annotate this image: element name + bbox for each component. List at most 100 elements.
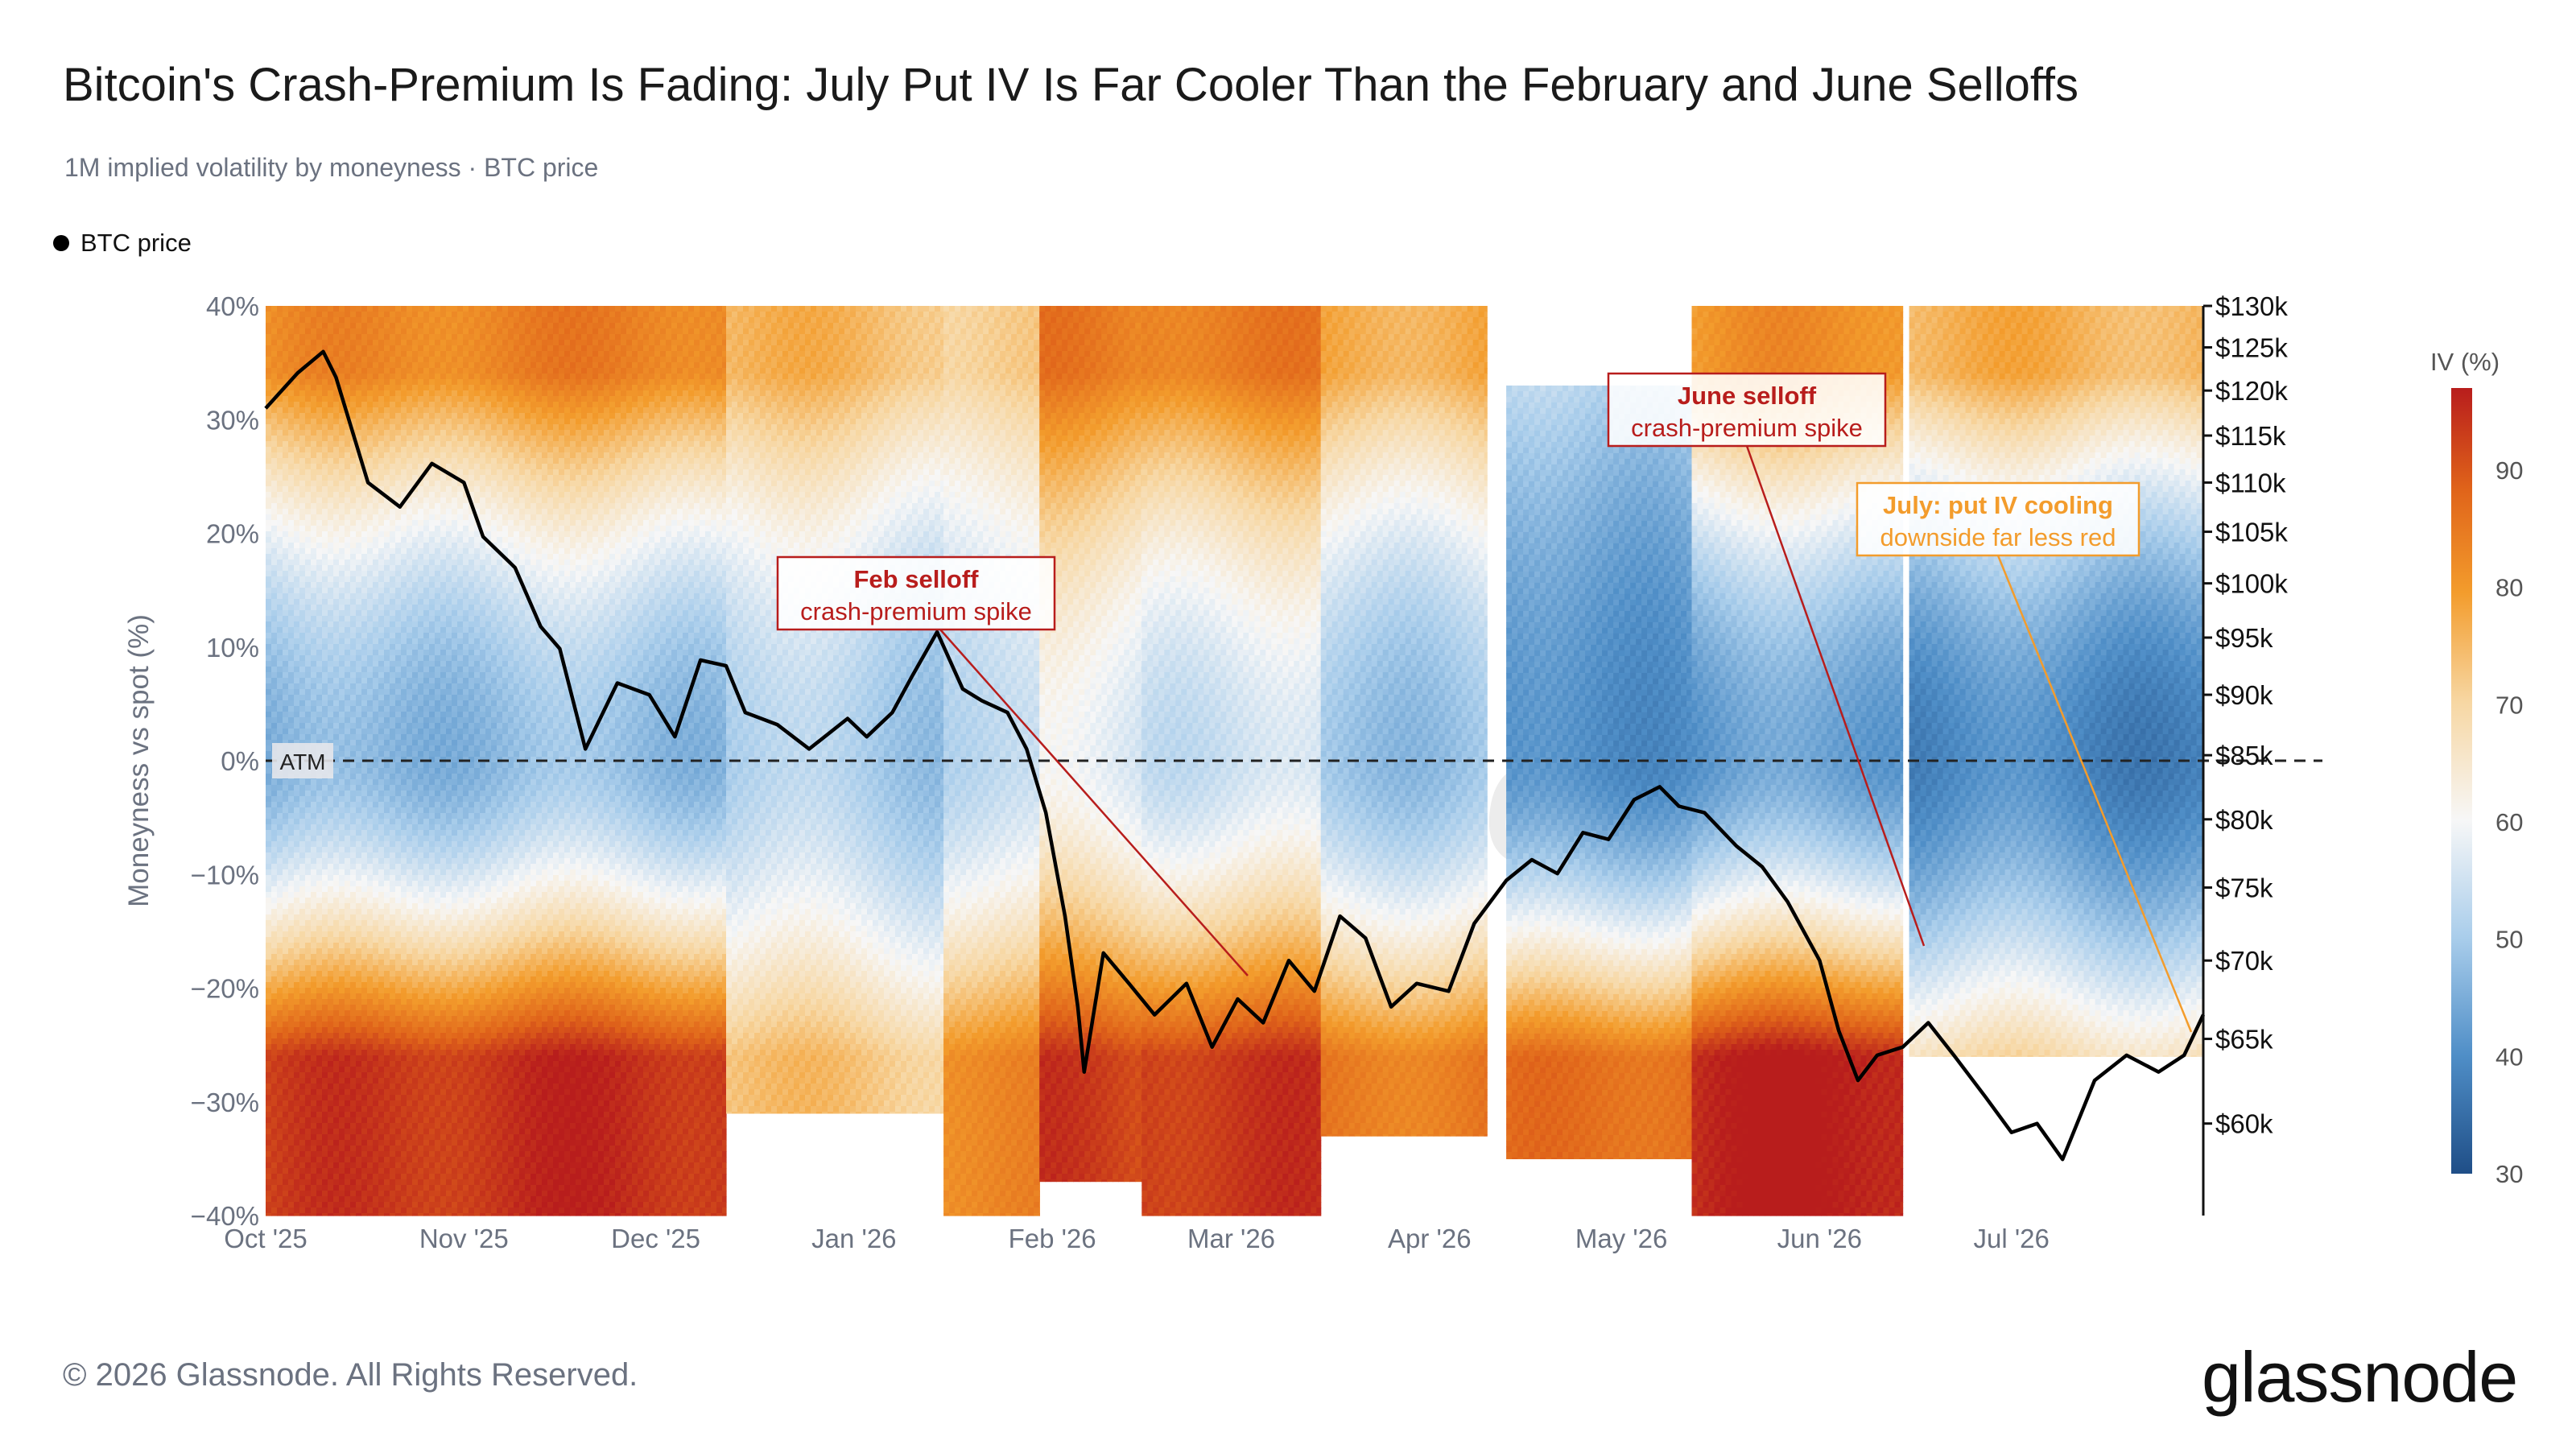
heatmap-cell	[294, 345, 300, 352]
heatmap-cell	[271, 881, 278, 887]
heatmap-cell	[328, 1050, 334, 1056]
heatmap-cell	[322, 1022, 328, 1028]
heatmap-cell	[277, 1140, 283, 1146]
heatmap-cell	[271, 1146, 278, 1152]
heatmap-cell	[316, 1129, 323, 1135]
heatmap-cell	[288, 689, 295, 696]
heatmap-cell	[266, 503, 272, 510]
heatmap-cell	[316, 514, 323, 521]
heatmap-cell	[316, 734, 323, 741]
heatmap-cell	[299, 1129, 306, 1135]
heatmap-cell	[316, 1213, 323, 1216]
heatmap-cell	[299, 852, 306, 859]
heatmap-cell	[299, 638, 306, 645]
heatmap-cell	[288, 1168, 295, 1174]
heatmap-cell	[316, 312, 323, 318]
heatmap-cell	[288, 785, 295, 791]
heatmap-cell	[266, 638, 272, 645]
heatmap-cell	[333, 1027, 340, 1034]
heatmap-cell	[311, 1174, 317, 1180]
heatmap-cell	[311, 847, 317, 853]
heatmap-cell	[288, 1016, 295, 1022]
heatmap-cell	[288, 852, 295, 859]
heatmap-cell	[299, 779, 306, 786]
heatmap-cell	[277, 672, 283, 679]
heatmap-cell	[322, 1100, 328, 1107]
heatmap-cell	[283, 452, 289, 459]
heatmap-cell	[266, 830, 272, 836]
heatmap-cell	[333, 1078, 340, 1084]
heatmap-cell	[333, 571, 340, 577]
heatmap-cell	[311, 1117, 317, 1124]
heatmap-cell	[266, 745, 272, 752]
heatmap-cell	[294, 1112, 300, 1118]
heatmap-cell	[299, 582, 306, 588]
heatmap-cell	[294, 469, 300, 476]
heatmap-cell	[316, 481, 323, 487]
heatmap-cell	[339, 368, 345, 374]
heatmap-cell	[294, 982, 300, 989]
heatmap-cell	[305, 458, 312, 464]
heatmap-cell	[288, 1213, 295, 1216]
heatmap-cell	[283, 436, 289, 442]
heatmap-cell	[322, 1157, 328, 1163]
heatmap-cell	[322, 655, 328, 662]
heatmap-cell	[322, 328, 328, 335]
heatmap-cell	[305, 819, 312, 825]
heatmap-cell	[299, 1140, 306, 1146]
heatmap-cell	[266, 881, 272, 887]
heatmap-cell	[305, 306, 312, 312]
heatmap-cell	[339, 323, 345, 329]
heatmap-cell	[339, 340, 345, 346]
heatmap-cell	[271, 1185, 278, 1191]
heatmap-cell	[266, 864, 272, 870]
heatmap-cell	[316, 1202, 323, 1208]
heatmap-cell	[288, 1112, 295, 1118]
heatmap-cell	[294, 898, 300, 904]
heatmap-cell	[271, 982, 278, 989]
heatmap-cell	[322, 464, 328, 470]
heatmap-cell	[333, 419, 340, 425]
heatmap-cell	[271, 565, 278, 572]
heatmap-cell	[305, 1010, 312, 1017]
heatmap-cell	[288, 509, 295, 515]
heatmap-cell	[271, 588, 278, 594]
heatmap-cell	[311, 374, 317, 380]
heatmap-cell	[277, 1179, 283, 1186]
heatmap-cell	[322, 503, 328, 510]
heatmap-cell	[271, 1129, 278, 1135]
heatmap-cell	[333, 447, 340, 453]
heatmap-cell	[266, 1140, 272, 1146]
heatmap-cell	[311, 537, 317, 543]
heatmap-cell	[283, 1208, 289, 1214]
heatmap-cell	[288, 903, 295, 910]
heatmap-cell	[322, 475, 328, 481]
heatmap-cell	[283, 1213, 289, 1216]
heatmap-cell	[328, 1095, 334, 1101]
heatmap-cell	[294, 548, 300, 555]
heatmap-cell	[328, 1038, 334, 1045]
heatmap-cell	[277, 723, 283, 729]
heatmap-cell	[266, 368, 272, 374]
heatmap-cell	[322, 661, 328, 667]
heatmap-cell	[311, 464, 317, 470]
heatmap-cell	[322, 621, 328, 628]
heatmap-cell	[316, 993, 323, 1000]
heatmap-cell	[311, 999, 317, 1005]
heatmap-cell	[271, 497, 278, 504]
heatmap-cell	[277, 469, 283, 476]
heatmap-cell	[322, 402, 328, 408]
heatmap-cell	[328, 407, 334, 414]
heatmap-cell	[311, 1146, 317, 1152]
heatmap-cell	[316, 999, 323, 1005]
heatmap-cell	[277, 841, 283, 848]
heatmap-cell	[299, 554, 306, 560]
heatmap-cell	[305, 605, 312, 611]
heatmap-cell	[316, 1016, 323, 1022]
heatmap-cell	[283, 886, 289, 893]
heatmap-cell	[322, 712, 328, 718]
heatmap-cell	[322, 334, 328, 341]
heatmap-cell	[271, 531, 278, 538]
heatmap-cell	[305, 481, 312, 487]
